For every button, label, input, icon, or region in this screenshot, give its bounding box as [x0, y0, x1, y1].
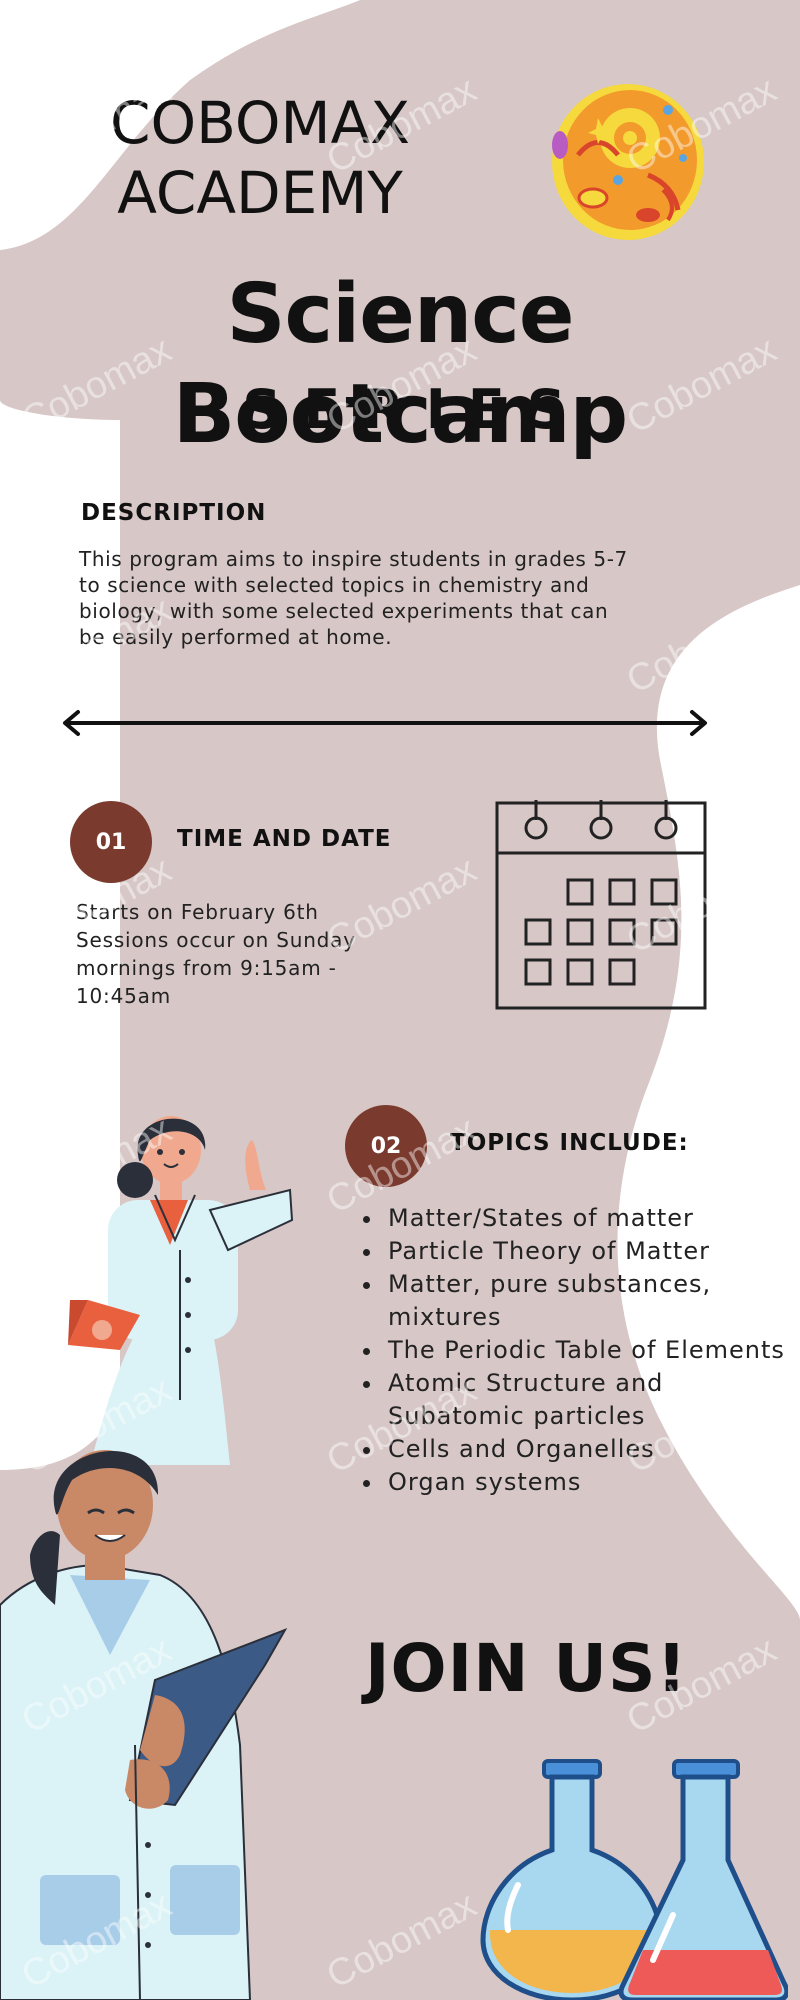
list-item: Cells and Organelles: [384, 1433, 800, 1466]
time-date-line: 10:45am: [76, 984, 171, 1008]
list-item: The Periodic Table of Elements: [384, 1334, 800, 1367]
calendar-icon: [495, 800, 707, 1010]
academy-line-2: ACADEMY: [117, 159, 403, 227]
time-date-heading: TIME AND DATE: [177, 826, 392, 852]
time-date-text: Starts on February 6th Sessions occur on…: [76, 898, 416, 1010]
cell-icon: [552, 84, 704, 240]
scientist-man-illustration: [0, 1450, 288, 2000]
time-date-line: mornings from 9:15am -: [76, 956, 337, 980]
page-subtitle: SERIES: [242, 378, 588, 441]
time-date-line: Sessions occur on Sunday: [76, 928, 356, 952]
topics-heading: TOPICS INCLUDE:: [450, 1130, 689, 1156]
description-line: biology, with some selected experiments …: [79, 599, 609, 623]
list-item: Organ systems: [384, 1466, 800, 1499]
page-title: Science Bootcamp: [172, 267, 628, 462]
description-heading: DESCRIPTION: [81, 500, 267, 526]
section-number-badge: 02: [345, 1105, 427, 1187]
description-line: be easily performed at home.: [79, 625, 393, 649]
flask-icon: [480, 1759, 788, 2000]
time-date-line: Starts on February 6th: [76, 900, 319, 924]
list-item: Particle Theory of Matter: [384, 1235, 800, 1268]
description-line: This program aims to inspire students in…: [79, 547, 628, 571]
topics-list: Matter/States of matter Particle Theory …: [360, 1202, 800, 1499]
description-text: This program aims to inspire students in…: [79, 546, 719, 650]
join-us-callout: JOIN US!: [365, 1630, 688, 1707]
list-item: Atomic Structure and Subatomic particles: [384, 1367, 800, 1433]
list-item: Matter/States of matter: [384, 1202, 800, 1235]
scientist-woman-illustration: [68, 1116, 294, 1465]
section-number-badge: 01: [70, 801, 152, 883]
academy-name: COBOMAX ACADEMY: [60, 88, 460, 228]
list-item: Matter, pure substances, mixtures: [384, 1268, 800, 1334]
academy-line-1: COBOMAX: [109, 89, 411, 157]
double-arrow-icon: [63, 710, 707, 736]
description-line: to science with selected topics in chemi…: [79, 573, 590, 597]
